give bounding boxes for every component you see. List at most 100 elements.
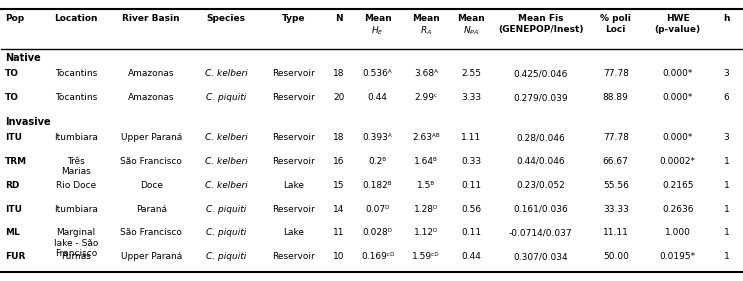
Text: 0.393ᴬ: 0.393ᴬ (363, 133, 392, 142)
Text: C. kelberi: C. kelberi (205, 181, 247, 190)
Text: 1: 1 (724, 157, 730, 166)
Text: 0.028ᴰ: 0.028ᴰ (363, 228, 392, 237)
Text: 1.28ᴰ: 1.28ᴰ (414, 205, 438, 214)
Text: C. kelberi: C. kelberi (205, 133, 247, 142)
Text: 55.56: 55.56 (603, 181, 629, 190)
Text: 0.11: 0.11 (461, 228, 481, 237)
Text: Tocantins: Tocantins (55, 93, 97, 102)
Text: Paraná: Paraná (136, 205, 166, 214)
Text: C. piquiti: C. piquiti (207, 228, 247, 237)
Text: 0.11: 0.11 (461, 181, 481, 190)
Text: Location: Location (54, 14, 98, 23)
Text: 77.78: 77.78 (603, 133, 629, 142)
Text: RD: RD (5, 181, 19, 190)
Text: 0.33: 0.33 (461, 157, 481, 166)
Text: 6: 6 (724, 93, 730, 102)
Text: Mean
$R_A$: Mean $R_A$ (412, 14, 440, 37)
Text: C. kelberi: C. kelberi (205, 157, 247, 166)
Text: 33.33: 33.33 (603, 205, 629, 214)
Text: 77.78: 77.78 (603, 69, 629, 78)
Text: 0.182ᴮ: 0.182ᴮ (363, 181, 392, 190)
Text: 0.2165: 0.2165 (662, 181, 693, 190)
Text: 0.000*: 0.000* (663, 133, 693, 142)
Text: 0.2636: 0.2636 (662, 205, 693, 214)
Text: Reservoir: Reservoir (272, 157, 315, 166)
Text: Doce: Doce (140, 181, 163, 190)
Text: HWE
(p-value): HWE (p-value) (655, 14, 701, 34)
Text: % poli
Loci: % poli Loci (600, 14, 631, 34)
Text: 2.99ᶜ: 2.99ᶜ (415, 93, 438, 102)
Text: 1.11: 1.11 (461, 133, 481, 142)
Text: -0.0714/0.037: -0.0714/0.037 (509, 228, 572, 237)
Text: Tocantins: Tocantins (55, 69, 97, 78)
Text: Species: Species (207, 14, 246, 23)
Text: 3.68ᴬ: 3.68ᴬ (414, 69, 438, 78)
Text: 1: 1 (724, 181, 730, 190)
Text: 0.07ᴰ: 0.07ᴰ (366, 205, 390, 214)
Text: Type: Type (282, 14, 305, 23)
Text: 0.000*: 0.000* (663, 93, 693, 102)
Text: 3.33: 3.33 (461, 93, 481, 102)
Text: 18: 18 (333, 133, 344, 142)
Text: Amazonas: Amazonas (128, 93, 175, 102)
Text: 11: 11 (333, 228, 344, 237)
Text: Lake: Lake (283, 181, 304, 190)
Text: Marginal
lake - São
Francisco: Marginal lake - São Francisco (54, 228, 98, 258)
Text: Itumbiara: Itumbiara (54, 133, 98, 142)
Text: 0.28/0.046: 0.28/0.046 (516, 133, 565, 142)
Text: 0.44/0.046: 0.44/0.046 (516, 157, 565, 166)
Text: Reservoir: Reservoir (272, 205, 315, 214)
Text: 1.000: 1.000 (665, 228, 691, 237)
Text: 11.11: 11.11 (603, 228, 629, 237)
Text: 66.67: 66.67 (603, 157, 629, 166)
Text: Reservoir: Reservoir (272, 252, 315, 261)
Text: Reservoir: Reservoir (272, 133, 315, 142)
Text: Pop: Pop (5, 14, 25, 23)
Text: Upper Paraná: Upper Paraná (120, 133, 182, 142)
Text: TRM: TRM (5, 157, 27, 166)
Text: 1.64ᴮ: 1.64ᴮ (414, 157, 438, 166)
Text: 1.5ᴮ: 1.5ᴮ (417, 181, 435, 190)
Text: C. piquiti: C. piquiti (207, 93, 247, 102)
Text: C. kelberi: C. kelberi (205, 69, 247, 78)
Text: 50.00: 50.00 (603, 252, 629, 261)
Text: 1.59ᶜᴰ: 1.59ᶜᴰ (412, 252, 440, 261)
Text: C. piquiti: C. piquiti (207, 252, 247, 261)
Text: h: h (724, 14, 730, 23)
Text: 0.0195*: 0.0195* (660, 252, 695, 261)
Text: 0.44: 0.44 (461, 252, 481, 261)
Text: 0.169ᶜᴰ: 0.169ᶜᴰ (361, 252, 395, 261)
Text: Itumbiara: Itumbiara (54, 205, 98, 214)
Text: 1: 1 (724, 205, 730, 214)
Text: 2.55: 2.55 (461, 69, 481, 78)
Text: 0.425/0.046: 0.425/0.046 (513, 69, 568, 78)
Text: 1.12ᴰ: 1.12ᴰ (414, 228, 438, 237)
Text: 0.56: 0.56 (461, 205, 481, 214)
Text: Mean Fis
(GENEPOP/Inest): Mean Fis (GENEPOP/Inest) (498, 14, 583, 34)
Text: 20: 20 (333, 93, 344, 102)
Text: 0.0002*: 0.0002* (660, 157, 695, 166)
Text: Amazonas: Amazonas (128, 69, 175, 78)
Text: 0.000*: 0.000* (663, 69, 693, 78)
Text: River Basin: River Basin (123, 14, 180, 23)
Text: Mean
$H_E$: Mean $H_E$ (364, 14, 392, 37)
Text: Rio Doce: Rio Doce (56, 181, 96, 190)
Text: Furnas: Furnas (61, 252, 91, 261)
Text: 0.161/0.036: 0.161/0.036 (513, 205, 568, 214)
Text: Lake: Lake (283, 228, 304, 237)
Text: 10: 10 (333, 252, 344, 261)
Text: Reservoir: Reservoir (272, 93, 315, 102)
Text: São Francisco: São Francisco (120, 228, 182, 237)
Text: C. piquiti: C. piquiti (207, 205, 247, 214)
Text: 3: 3 (724, 69, 730, 78)
Text: 0.279/0.039: 0.279/0.039 (513, 93, 568, 102)
Text: Invasive: Invasive (5, 117, 51, 127)
Text: Mean
$N_{PA}$: Mean $N_{PA}$ (457, 14, 485, 37)
Text: Reservoir: Reservoir (272, 69, 315, 78)
Text: 2.63ᴬᴮ: 2.63ᴬᴮ (412, 133, 440, 142)
Text: ITU: ITU (5, 205, 22, 214)
Text: 3: 3 (724, 133, 730, 142)
Text: 15: 15 (333, 181, 344, 190)
Text: 0.307/0.034: 0.307/0.034 (513, 252, 568, 261)
Text: TO: TO (5, 93, 19, 102)
